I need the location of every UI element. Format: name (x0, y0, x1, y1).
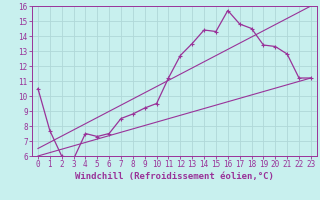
X-axis label: Windchill (Refroidissement éolien,°C): Windchill (Refroidissement éolien,°C) (75, 172, 274, 181)
